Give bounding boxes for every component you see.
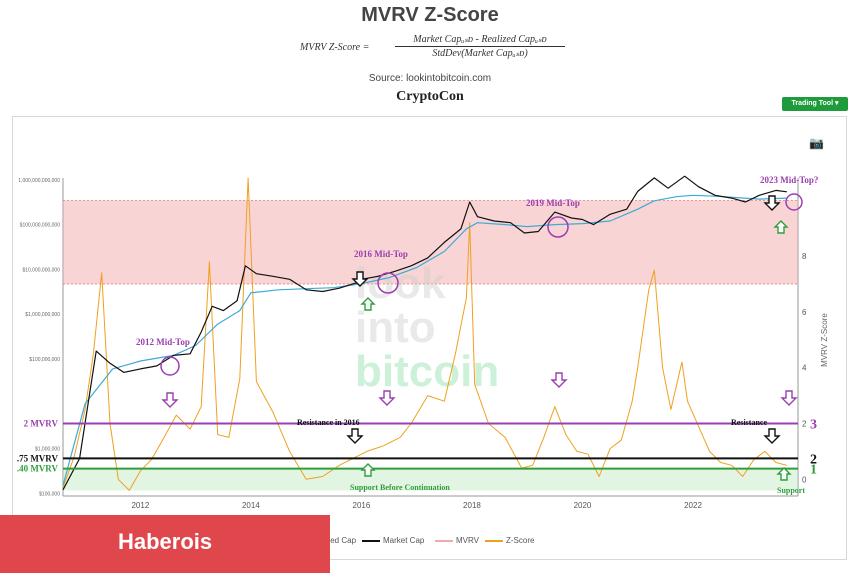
annotation-2016-mid-top: 2016 Mid-Top	[354, 249, 408, 259]
legend-market-cap[interactable]: Market Cap	[362, 536, 424, 545]
reference-line-label: .75 MVRV	[17, 453, 59, 463]
series-line-market-cap	[62, 175, 787, 491]
support-zone	[63, 468, 798, 491]
formula-numerator: Market Capᵤₛᴅ - Realized Capᵤₛᴅ	[395, 34, 565, 47]
arrow-black-2023-top	[763, 195, 781, 211]
camera-icon[interactable]: 📷	[809, 136, 824, 150]
y-right-tick-label: 4	[802, 364, 807, 373]
formula-lhs: MVRV Z-Score =	[300, 42, 370, 53]
y-right-tick-label: 6	[802, 308, 807, 317]
formula-fraction: Market Capᵤₛᴅ - Realized Capᵤₛᴅ StdDev(M…	[395, 34, 565, 59]
banner-label: Haberois	[118, 529, 213, 554]
x-tick-label: 2014	[242, 501, 260, 510]
reference-line-right-label: 3	[810, 417, 817, 432]
y-left-tick-label: $1,000,000	[35, 447, 60, 453]
y-left-tick-label: 1,000,000,000,000	[18, 178, 60, 184]
arrow-resistance-2016	[346, 428, 364, 444]
arrow-purple-2023	[780, 390, 798, 406]
watermark-word: into	[355, 303, 436, 352]
trading-tool-button[interactable]: Trading Tool ▾	[782, 97, 848, 111]
y-right-tick-label: 8	[802, 252, 807, 261]
y-left-tick-label: $1,000,000,000	[25, 312, 60, 318]
page-title: MVRV Z-Score	[361, 4, 499, 26]
x-tick-label: 2022	[684, 501, 702, 510]
annotation-support-continuation: Support Before Continuation	[350, 483, 450, 492]
annotation-2012-mid-top: 2012 Mid-Top	[136, 337, 190, 347]
arrow-resistance-2023	[763, 428, 781, 444]
mid-top-circle-2012	[160, 356, 180, 376]
watermark-word: bitcoin	[355, 347, 499, 396]
reference-line-right-label: 2	[810, 452, 817, 467]
source-text: Source: lookintobitcoin.com	[368, 73, 492, 84]
arrow-green-2016	[360, 297, 376, 311]
mid-top-circle-2023	[785, 193, 803, 211]
annotation-2023-mid-top: 2023 Mid-Top?	[760, 175, 818, 185]
y-left-tick-label: $100,000,000,000	[20, 223, 61, 229]
mid-top-circle-2016	[377, 272, 399, 294]
series-line-realized-cap	[62, 194, 787, 486]
y-left-tick-label: $100,000	[39, 491, 60, 497]
y-right-tick-label: 0	[802, 475, 807, 484]
x-tick-label: 2012	[131, 501, 149, 510]
annotation-support: Support	[777, 486, 805, 495]
y-left-tick-label: $10,000,000,000	[22, 267, 60, 273]
author-label: CryptoCon	[396, 89, 464, 104]
mid-top-circle-2019	[547, 216, 569, 238]
arrow-purple-2019	[550, 372, 568, 388]
arrow-support-2023	[776, 467, 792, 481]
reference-line-label: .40 MVRV	[17, 464, 59, 474]
arrow-purple-2012	[161, 392, 179, 408]
arrow-support-2016	[360, 463, 376, 477]
legend-zscore[interactable]: Z-Score	[485, 536, 534, 545]
x-tick-label: 2016	[353, 501, 371, 510]
reference-line-label: 2 MVRV	[24, 418, 59, 428]
y-left-tick-label: $100,000,000	[29, 357, 60, 363]
annotation-resistance: Resistance	[731, 418, 767, 427]
y-right-tick-label: 2	[802, 419, 807, 428]
annotation-resistance-2016: Resistance in 2016	[297, 418, 360, 427]
formula-denominator: StdDev(Market Capᵤₛᴅ)	[432, 48, 528, 59]
arrow-purple-2016	[378, 390, 396, 406]
annotation-2019-mid-top: 2019 Mid-Top	[526, 198, 580, 208]
arrow-black-2016	[351, 271, 369, 287]
chart-frame	[12, 116, 847, 560]
legend-mvrv[interactable]: MVRV	[435, 536, 479, 545]
arrow-green-2023-top	[773, 220, 789, 234]
mvrv-band-0	[63, 200, 798, 284]
watermark-banner: Haberois	[0, 515, 330, 573]
x-tick-label: 2020	[574, 501, 592, 510]
y-right-axis-label: MVRV Z-Score	[820, 313, 829, 367]
x-tick-label: 2018	[463, 501, 481, 510]
reference-line-right-label: 1	[810, 463, 817, 478]
